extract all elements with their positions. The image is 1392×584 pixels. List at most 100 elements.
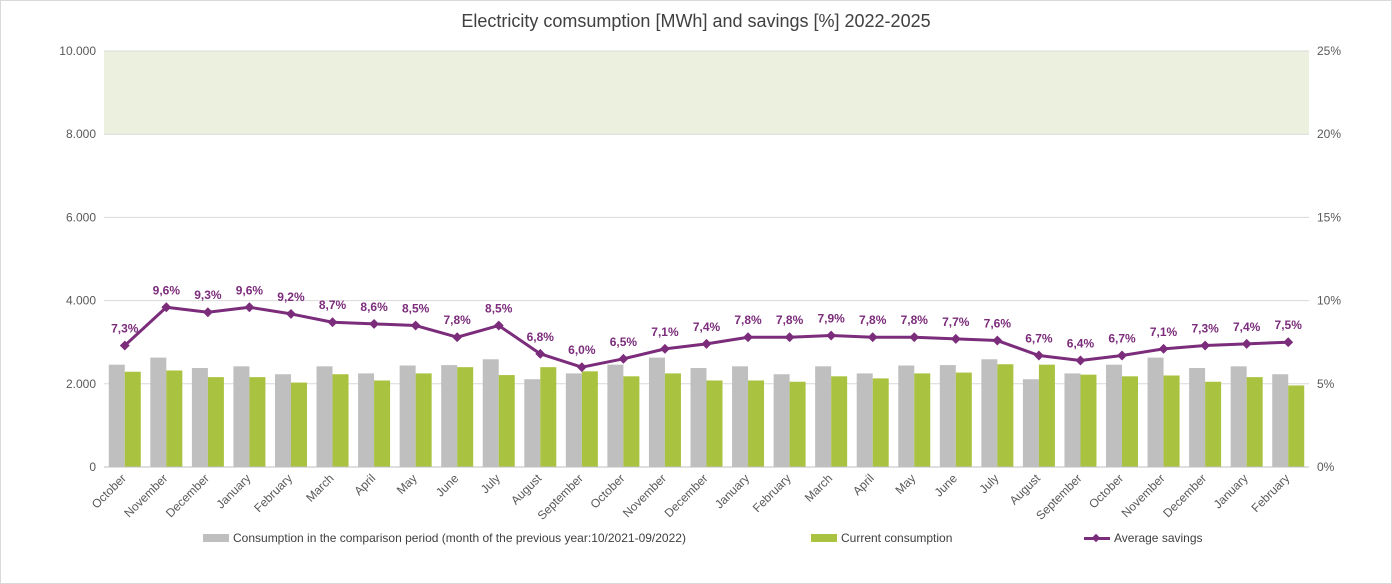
x-tick-label: May: [892, 471, 918, 497]
savings-data-label: 9,2%: [277, 290, 305, 304]
savings-point: [327, 317, 338, 328]
savings-data-label: 7,8%: [444, 313, 472, 327]
savings-data-label: 7,1%: [651, 325, 679, 339]
savings-data-label: 6,8%: [527, 330, 555, 344]
x-tick-label: June: [433, 471, 462, 500]
x-tick-label: April: [850, 471, 877, 498]
savings-point: [1075, 355, 1086, 366]
x-tick-label: February: [251, 471, 295, 515]
y-right-tick-label: 5%: [1317, 377, 1335, 391]
savings-point: [909, 332, 920, 343]
bar-current: [997, 364, 1014, 467]
bar-comparison: [274, 374, 291, 467]
target-band: [104, 51, 1309, 135]
bar-current: [664, 373, 681, 467]
bar-current: [1038, 364, 1055, 467]
bar-comparison: [690, 367, 707, 467]
y-left-tick-label: 10.000: [59, 44, 96, 58]
bar-current: [1163, 375, 1180, 467]
bar-current: [498, 375, 515, 467]
savings-data-label: 7,8%: [859, 313, 887, 327]
savings-data-label: 6,5%: [610, 335, 638, 349]
data-labels-layer: 7,3% 9,6% 9,3% 9,6% 9,2% 8,7% 8,6% 8,5% 7,8% 8,5%…: [111, 283, 1302, 357]
bar-comparison: [233, 366, 250, 467]
savings-line-layer: [119, 302, 1294, 373]
bar-current: [249, 377, 266, 467]
savings-data-label: 7,8%: [901, 313, 929, 327]
bar-current: [581, 371, 598, 467]
legend-swatch-comparison: [203, 534, 229, 542]
savings-data-label: 6,7%: [1025, 332, 1053, 346]
x-tick-label: July: [478, 471, 503, 496]
savings-data-label: 7,7%: [942, 315, 970, 329]
savings-data-label: 9,6%: [153, 283, 181, 297]
bar-current: [166, 370, 183, 467]
y-left-tick-label: 8.000: [66, 127, 96, 141]
bar-comparison: [399, 365, 416, 467]
x-tick-label: September: [1033, 471, 1084, 522]
savings-point: [1200, 340, 1211, 351]
x-tick-label: August: [508, 471, 545, 508]
bar-comparison: [898, 365, 915, 467]
bar-comparison: [1106, 364, 1123, 467]
bar-comparison: [1189, 367, 1206, 467]
x-tick-label: January: [712, 471, 752, 511]
legend-item-comparison: Consumption in the comparison period (mo…: [203, 530, 686, 546]
savings-data-label: 9,3%: [194, 288, 222, 302]
bar-comparison: [482, 359, 499, 467]
savings-data-label: 7,3%: [1191, 322, 1219, 336]
chart-title: Electricity comsumption [MWh] and saving…: [461, 11, 931, 31]
savings-point: [1033, 350, 1044, 361]
savings-point: [743, 332, 754, 343]
x-tick-label: December: [163, 471, 212, 520]
savings-data-label: 7,1%: [1150, 325, 1178, 339]
bar-comparison: [108, 364, 125, 467]
y-right-tick-label: 20%: [1317, 127, 1341, 141]
bar-current: [914, 373, 931, 467]
x-tick-label: August: [1007, 471, 1044, 508]
savings-point: [784, 332, 795, 343]
savings-point: [493, 320, 504, 331]
bar-comparison: [856, 373, 873, 467]
bar-comparison: [1272, 374, 1289, 467]
bar-current: [457, 367, 474, 467]
bar-current: [789, 381, 806, 467]
savings-point: [1158, 343, 1169, 354]
y-right-tick-label: 15%: [1317, 210, 1341, 224]
y-right-tick-label: 25%: [1317, 44, 1341, 58]
bar-current: [1080, 374, 1097, 467]
bar-current: [332, 374, 349, 467]
savings-point: [950, 333, 961, 344]
target-band-layer: [104, 51, 1309, 135]
bar-comparison: [1064, 373, 1081, 467]
bar-current: [1122, 376, 1139, 467]
bar-current: [748, 380, 765, 467]
savings-point: [161, 302, 172, 313]
bar-comparison: [191, 367, 208, 467]
bars-layer: [108, 357, 1305, 467]
savings-point: [1241, 338, 1252, 349]
legend-label-comparison: Consumption in the comparison period (mo…: [233, 531, 686, 545]
bar-current: [872, 378, 889, 467]
bar-comparison: [773, 374, 790, 467]
savings-data-label: 7,9%: [817, 312, 845, 326]
bar-comparison: [150, 357, 167, 467]
x-tick-label: October: [587, 471, 627, 511]
bar-comparison: [316, 366, 333, 467]
x-tick-label: December: [662, 471, 711, 520]
y-left-tick-label: 6.000: [66, 210, 96, 224]
savings-data-label: 7,4%: [1233, 320, 1261, 334]
savings-data-label: 7,4%: [693, 320, 721, 334]
legend-item-savings: Average savings: [1084, 530, 1203, 546]
x-tick-label: February: [1248, 471, 1292, 515]
bar-current: [831, 376, 848, 467]
x-tick-label: November: [121, 471, 170, 520]
bar-current: [374, 380, 391, 467]
savings-point: [410, 320, 421, 331]
x-tick-label: December: [1160, 471, 1209, 520]
bar-current: [540, 367, 557, 467]
x-tick-label: March: [802, 471, 835, 504]
savings-point: [826, 330, 837, 341]
savings-point: [618, 353, 629, 364]
